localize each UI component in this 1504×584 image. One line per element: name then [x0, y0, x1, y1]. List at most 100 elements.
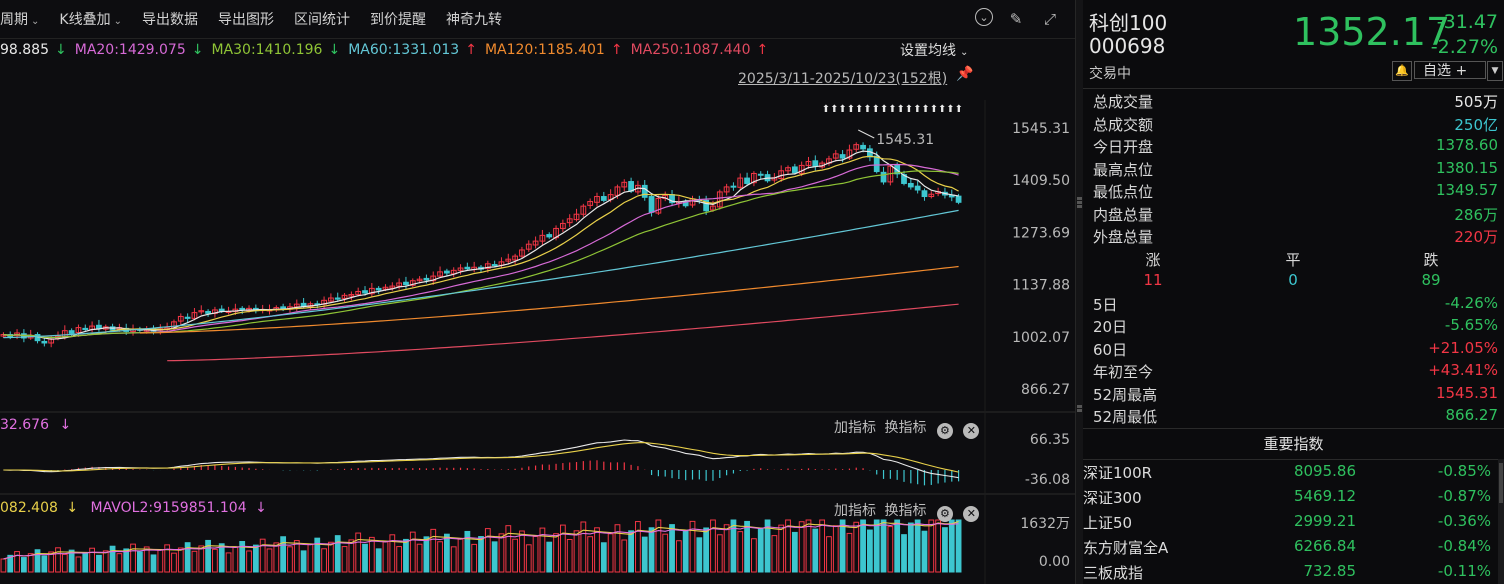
important-indices-header: 重要指数	[1083, 428, 1504, 460]
volume-bar	[68, 549, 75, 573]
add-watchlist-button[interactable]: 自选 +	[1414, 61, 1486, 79]
stat-row: 年初至今 +43.41%	[1083, 359, 1504, 382]
pin-icon[interactable]: 📌	[956, 66, 974, 82]
volume-bar	[880, 519, 887, 573]
brush-icon[interactable]: ✎	[1009, 10, 1023, 28]
stat-label: 今日开盘	[1093, 138, 1154, 156]
chevron-down-icon[interactable]: ▼	[1487, 61, 1503, 81]
candle-down	[546, 234, 553, 238]
candle-up	[409, 280, 416, 286]
candle-up	[621, 181, 628, 188]
ma-legend: 98.885 ↓ MA20:1429.075 ↓ MA30:1410.196 ↓ MA60:…	[0, 39, 776, 61]
advance-decline-row: 11 0 89	[1083, 269, 1504, 292]
volume-bar	[798, 521, 805, 573]
ma-line	[3, 170, 959, 339]
volume-bar	[955, 519, 962, 573]
signal-marker: ⬆	[847, 104, 855, 115]
volume-bar	[751, 538, 757, 573]
volume-bar	[757, 527, 764, 573]
volume-bar	[744, 520, 750, 573]
volume-bar	[416, 543, 423, 573]
candle-down	[757, 173, 764, 176]
volume-bar	[280, 536, 287, 573]
macd-tick-label: -36.08	[1025, 472, 1070, 488]
candle-up	[594, 196, 600, 203]
ma-legend-item: 98.885	[0, 42, 49, 58]
volume-bar	[61, 553, 68, 573]
chevron-down-icon: ⌄	[113, 16, 122, 27]
security-code: 000698	[1089, 34, 1166, 58]
candle-down	[218, 308, 225, 312]
volume-bar	[150, 554, 157, 573]
signal-marker: ⬆	[897, 104, 905, 115]
toolbar-item-0[interactable]: 周期 ⌄	[0, 9, 39, 29]
set-ma-button[interactable]: 设置均线 ⌄	[900, 43, 969, 59]
stat-label: 最高点位	[1093, 160, 1154, 179]
volume-bar	[464, 530, 471, 573]
bell-icon[interactable]: 🔔	[1392, 61, 1412, 81]
panel-splitter[interactable]	[1075, 0, 1084, 584]
index-name: 东方财富全A	[1083, 539, 1169, 557]
index-name: 三板成指	[1083, 564, 1144, 582]
close-icon[interactable]: ✕	[963, 423, 980, 439]
volume-bar	[628, 530, 634, 573]
gear-icon[interactable]: ⚙	[936, 506, 953, 522]
switch-indicator-button[interactable]: 换指标	[884, 420, 927, 436]
volume-bar	[252, 544, 259, 573]
close-icon[interactable]: ✕	[963, 506, 980, 522]
index-row[interactable]: 深证300 5469.12 -0.87%	[1083, 484, 1504, 509]
candle-down	[280, 306, 287, 309]
toolbar-item-6[interactable]: 神奇九转	[446, 9, 502, 29]
volume-bar	[505, 525, 512, 573]
volume-bar	[409, 531, 416, 573]
candle-down	[880, 171, 887, 183]
date-range-label[interactable]: 2025/3/11-2025/10/23(152根)	[738, 71, 948, 87]
index-row[interactable]: 深证100R 8095.86 -0.85%	[1083, 459, 1504, 484]
add-indicator-button[interactable]: 加指标	[834, 420, 876, 436]
ma-legend-item: MA60:1331.013	[348, 42, 460, 58]
candle-down	[82, 327, 89, 331]
stat-label: 年初至今	[1093, 363, 1154, 381]
volume-bar	[430, 528, 437, 573]
volume-bar	[273, 542, 280, 573]
index-row[interactable]: 三板成指 732.85 -0.11%	[1083, 559, 1504, 584]
volume-bar	[443, 533, 450, 573]
volume-bar	[382, 541, 389, 573]
stat-value: -4.26%	[1444, 293, 1498, 312]
candle-up	[928, 193, 935, 198]
index-row[interactable]: 东方财富全A 6266.84 -0.84%	[1083, 534, 1504, 559]
volume-bar	[525, 544, 532, 573]
volume-bar	[703, 527, 710, 573]
volume-bar	[307, 544, 314, 573]
ma-legend-item: MA250:1087.440	[630, 42, 751, 58]
gear-icon[interactable]: ⚙	[936, 423, 953, 439]
ma-trend-arrow: ↓	[328, 42, 341, 58]
volume-bar	[641, 536, 648, 573]
volume-bar	[157, 549, 164, 573]
volume-bar	[212, 548, 218, 573]
candle-down	[860, 144, 866, 150]
volume-bar	[478, 536, 484, 573]
circle-chevron-down-icon[interactable]: ⌄	[975, 8, 993, 26]
fullscreen-icon[interactable]: ⤢	[1043, 10, 1056, 28]
toolbar-item-2[interactable]: 导出数据	[142, 9, 198, 29]
candle-up	[14, 332, 20, 337]
index-name: 上证50	[1083, 514, 1133, 532]
candle-down	[914, 185, 921, 191]
toolbar-item-5[interactable]: 到价提醒	[370, 9, 426, 29]
switch-indicator-button[interactable]: 换指标	[884, 503, 927, 519]
toolbar-item-3[interactable]: 导出图形	[218, 9, 274, 29]
last-price: 1352.17	[1293, 10, 1451, 54]
kline-chart[interactable]: 1545.31 1409.50 1273.69 1137.88 1002.07 866.2…	[0, 0, 1075, 584]
volume-bar	[259, 538, 266, 573]
toolbar-item-4[interactable]: 区间统计	[294, 9, 350, 29]
candle-up	[573, 213, 580, 221]
toolbar-item-1[interactable]: K线叠加 ⌄	[59, 9, 122, 29]
stat-row: 5日 -4.26%	[1083, 292, 1504, 315]
volume-bar	[675, 540, 682, 573]
scrollbar[interactable]	[1498, 459, 1504, 584]
index-row[interactable]: 上证50 2999.21 -0.36%	[1083, 509, 1504, 534]
stat-value: 1349.57	[1435, 181, 1498, 199]
add-indicator-button[interactable]: 加指标	[834, 503, 876, 519]
chart-area[interactable]: 周期 ⌄ K线叠加 ⌄ 导出数据 导出图形 区间统计 到价提醒 神奇九转 ⌄ ✎ ⤢ 98.885 ↓ M…	[0, 0, 1075, 584]
